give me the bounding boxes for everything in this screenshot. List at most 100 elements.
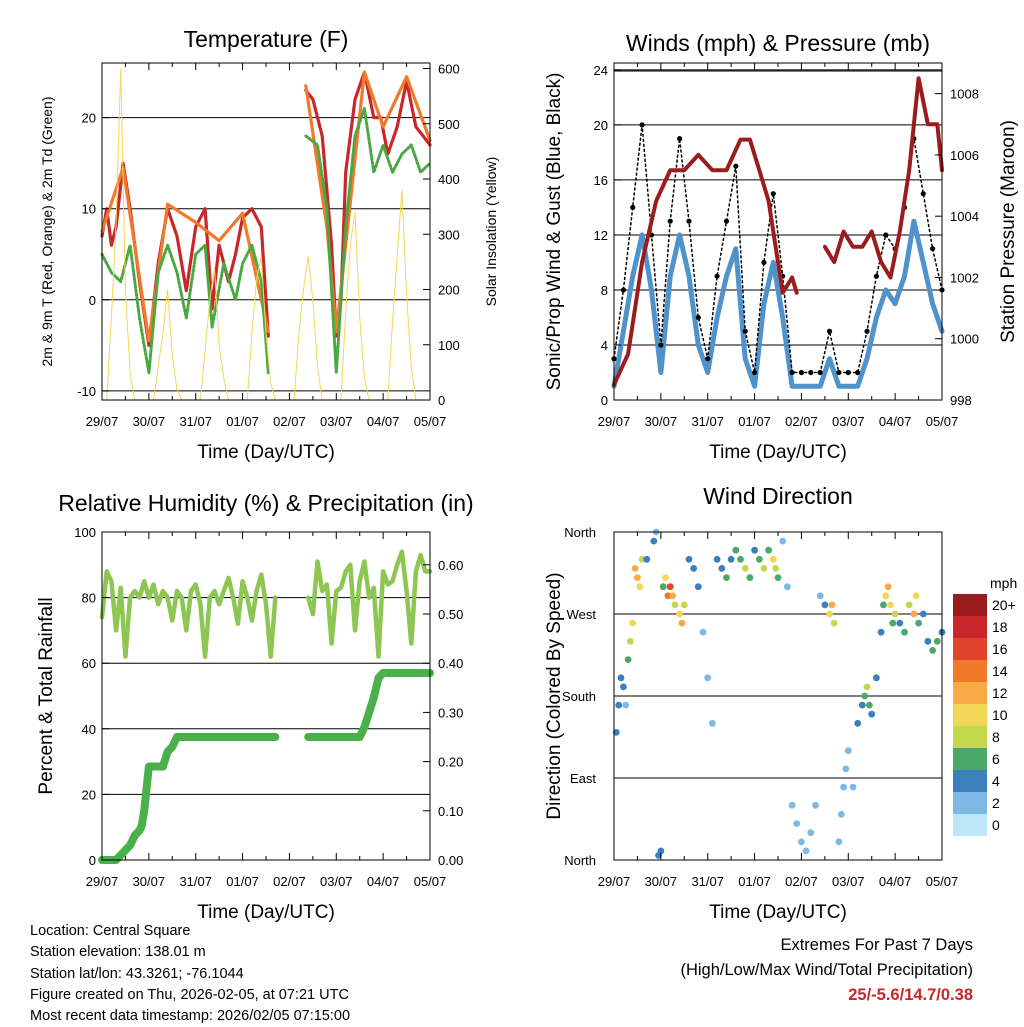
gust-point bbox=[630, 204, 636, 211]
y2-tick-label: 0.40 bbox=[438, 656, 463, 671]
direction-point bbox=[919, 610, 927, 618]
y2-tick-label: 0.00 bbox=[438, 853, 463, 868]
direction-point bbox=[760, 565, 768, 572]
x-tick-label: 30/07 bbox=[645, 874, 678, 889]
series-station-pressure bbox=[612, 76, 944, 387]
x-tick-label: 29/07 bbox=[86, 414, 119, 429]
y2-tick-label: 0 bbox=[438, 393, 445, 408]
direction-point bbox=[622, 701, 630, 709]
colorbar-label: 16 bbox=[992, 641, 1008, 657]
direction-point bbox=[844, 747, 852, 755]
direction-point bbox=[671, 601, 679, 609]
location-text: Location: Central Square bbox=[30, 923, 191, 939]
x-tick-label: 04/07 bbox=[367, 874, 400, 889]
direction-point bbox=[835, 838, 843, 846]
direction-point bbox=[924, 637, 932, 645]
direction-point bbox=[842, 765, 850, 773]
direction-point bbox=[657, 847, 665, 855]
station-info: Location: Central Square Station elevati… bbox=[30, 921, 350, 1027]
colorbar-swatch bbox=[953, 748, 987, 770]
gust-point bbox=[742, 328, 748, 334]
y2-tick-label: 998 bbox=[950, 393, 972, 408]
y2-tick-label: 0.10 bbox=[438, 804, 463, 819]
direction-point bbox=[910, 610, 918, 618]
direction-point bbox=[723, 574, 730, 581]
x-tick-label: 03/07 bbox=[320, 414, 353, 429]
x-axis-label: Time (Day/UTC) bbox=[709, 902, 847, 923]
elevation-text: Station elevation: 138.01 m bbox=[30, 944, 206, 961]
x-tick-label: 03/07 bbox=[320, 874, 353, 889]
x-tick-label: 02/07 bbox=[273, 414, 306, 429]
direction-point bbox=[624, 656, 632, 663]
direction-point bbox=[854, 719, 862, 727]
gust-point bbox=[920, 191, 926, 197]
recent-text: Most recent data timestamp: 2026/02/05 0… bbox=[30, 1008, 351, 1025]
gust-point bbox=[686, 218, 692, 224]
direction-point bbox=[755, 555, 763, 563]
series-relative-humidity bbox=[99, 549, 433, 659]
direction-point bbox=[837, 811, 845, 818]
colorbar-swatch bbox=[953, 792, 987, 814]
x-tick-label: 04/07 bbox=[879, 414, 912, 429]
colorbar-label: 8 bbox=[992, 729, 1000, 745]
y2-tick-label: 400 bbox=[438, 172, 460, 187]
direction-point bbox=[779, 537, 787, 545]
gust-point bbox=[751, 369, 758, 376]
colorbar-swatch bbox=[953, 814, 987, 836]
x-tick-label: 04/07 bbox=[879, 874, 912, 889]
series-gust bbox=[613, 124, 943, 374]
direction-point bbox=[737, 555, 744, 563]
gust-point bbox=[705, 356, 711, 362]
direction-point bbox=[905, 601, 913, 609]
y2-tick-label: 1008 bbox=[950, 87, 979, 102]
colorbar-swatch bbox=[953, 726, 987, 748]
colorbar-label: 12 bbox=[992, 685, 1008, 701]
gust-point bbox=[667, 218, 673, 224]
y2-tick-label: 0.60 bbox=[438, 558, 463, 573]
y-tick-label: North bbox=[564, 853, 596, 868]
x-tick-label: 29/07 bbox=[598, 874, 631, 889]
y-tick-label: 40 bbox=[82, 722, 96, 737]
y-tick-label: 20 bbox=[594, 118, 608, 133]
direction-point bbox=[912, 592, 920, 600]
direction-point bbox=[718, 565, 726, 572]
y-tick-label: -10 bbox=[77, 384, 96, 399]
extremes-value: 25/-5.6/14.7/0.38 bbox=[848, 986, 973, 1004]
direction-point bbox=[884, 583, 892, 591]
y-tick-label: 0 bbox=[601, 393, 608, 408]
direction-point bbox=[828, 601, 836, 609]
x-tick-label: 02/07 bbox=[273, 874, 306, 889]
y-tick-label: North bbox=[564, 525, 596, 540]
direction-point bbox=[615, 701, 623, 709]
x-tick-label: 30/07 bbox=[645, 414, 678, 429]
x-tick-label: 30/07 bbox=[133, 874, 166, 889]
extremes-subtitle: (High/Low/Max Wind/Total Precipitation) bbox=[680, 961, 973, 979]
gust-point bbox=[817, 369, 823, 376]
colorbar-swatch bbox=[953, 616, 987, 638]
direction-point bbox=[929, 647, 936, 654]
colorbar-swatch bbox=[953, 594, 987, 616]
direction-point bbox=[821, 601, 829, 609]
direction-point bbox=[643, 555, 651, 563]
created-text: Figure created on Thu, 2026-02-05, at 07… bbox=[30, 986, 349, 1003]
gust-point bbox=[677, 136, 683, 142]
y-tick-label: East bbox=[570, 771, 596, 786]
direction-point bbox=[889, 619, 897, 627]
y2-tick-label: 0.50 bbox=[438, 607, 463, 622]
direction-point bbox=[732, 546, 740, 554]
direction-point bbox=[631, 565, 639, 572]
chart-panel-3: Relative Humidity (%) & Precipitation (i… bbox=[36, 490, 474, 923]
colorbar-swatch bbox=[953, 682, 987, 704]
series-total-precipitation bbox=[98, 669, 434, 864]
direction-point bbox=[629, 619, 637, 627]
direction-point bbox=[896, 619, 904, 627]
direction-point bbox=[807, 829, 815, 837]
gust-point bbox=[864, 328, 870, 334]
direction-point bbox=[727, 555, 735, 563]
direction-point bbox=[866, 701, 873, 709]
gust-point bbox=[639, 122, 645, 128]
y-axis-label: Direction (Colored By Speed) bbox=[544, 572, 565, 819]
y-tick-label: 16 bbox=[594, 173, 608, 188]
x-tick-label: 05/07 bbox=[926, 874, 959, 889]
x-axis-label: Time (Day/UTC) bbox=[709, 442, 847, 463]
